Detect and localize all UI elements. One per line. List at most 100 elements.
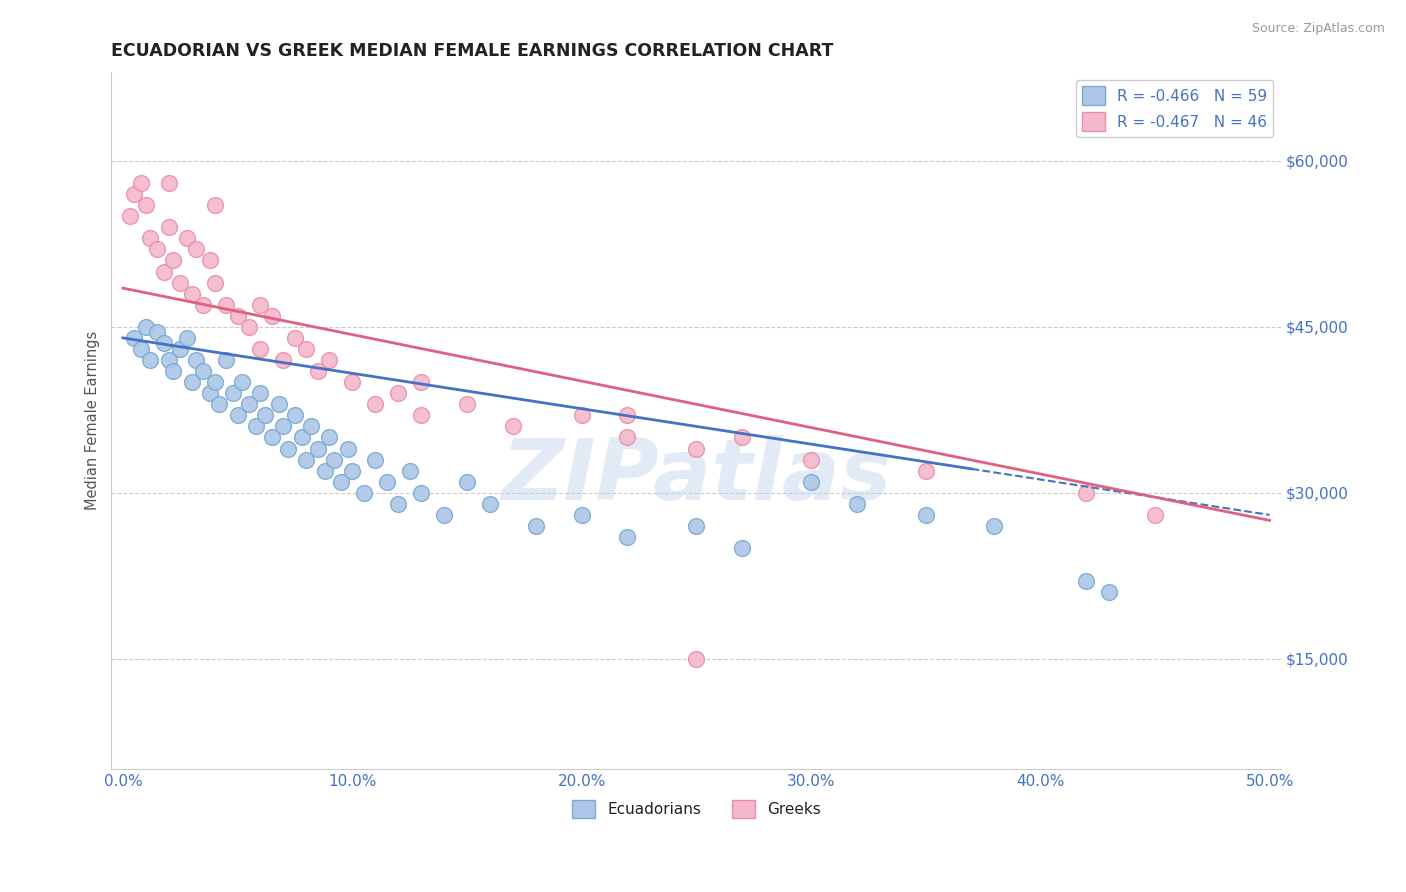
Point: [571, 409, 593, 423]
Point: [387, 386, 409, 401]
Text: ECUADORIAN VS GREEK MEDIAN FEMALE EARNINGS CORRELATION CHART: ECUADORIAN VS GREEK MEDIAN FEMALE EARNIN…: [111, 42, 834, 60]
Point: [176, 231, 198, 245]
Point: [1098, 585, 1121, 599]
Point: [1076, 574, 1098, 589]
Point: [222, 386, 245, 401]
Point: [299, 419, 322, 434]
Point: [186, 243, 208, 257]
Point: [146, 243, 169, 257]
Point: [456, 397, 478, 411]
Legend: Ecuadorians, Greeks: Ecuadorians, Greeks: [565, 794, 827, 824]
Point: [1143, 508, 1166, 522]
Point: [295, 342, 318, 356]
Point: [139, 353, 162, 368]
Point: [685, 442, 707, 456]
Text: Source: ZipAtlas.com: Source: ZipAtlas.com: [1251, 22, 1385, 36]
Point: [180, 286, 202, 301]
Point: [153, 264, 176, 278]
Point: [342, 375, 364, 389]
Point: [524, 519, 547, 533]
Point: [260, 430, 283, 444]
Point: [157, 176, 180, 190]
Point: [162, 364, 184, 378]
Point: [571, 508, 593, 522]
Point: [409, 409, 432, 423]
Point: [329, 475, 352, 489]
Point: [249, 386, 271, 401]
Point: [291, 430, 314, 444]
Point: [198, 386, 221, 401]
Point: [307, 364, 329, 378]
Point: [226, 409, 249, 423]
Point: [398, 464, 420, 478]
Point: [731, 541, 754, 555]
Point: [191, 364, 214, 378]
Point: [502, 419, 524, 434]
Point: [215, 353, 238, 368]
Point: [685, 519, 707, 533]
Point: [249, 298, 271, 312]
Point: [139, 231, 162, 245]
Point: [215, 298, 238, 312]
Point: [322, 452, 344, 467]
Point: [318, 430, 340, 444]
Point: [800, 475, 823, 489]
Point: [157, 220, 180, 235]
Point: [409, 375, 432, 389]
Point: [375, 475, 398, 489]
Point: [146, 326, 169, 340]
Point: [336, 442, 359, 456]
Point: [176, 331, 198, 345]
Point: [267, 397, 290, 411]
Point: [277, 442, 299, 456]
Point: [162, 253, 184, 268]
Point: [387, 497, 409, 511]
Point: [314, 464, 336, 478]
Point: [135, 198, 157, 212]
Point: [118, 209, 141, 223]
Point: [273, 419, 295, 434]
Point: [295, 452, 318, 467]
Point: [616, 530, 638, 544]
Point: [318, 353, 340, 368]
Point: [169, 276, 191, 290]
Point: [129, 342, 152, 356]
Point: [157, 353, 180, 368]
Point: [186, 353, 208, 368]
Point: [191, 298, 214, 312]
Point: [254, 409, 277, 423]
Point: [238, 397, 260, 411]
Point: [245, 419, 267, 434]
Point: [914, 464, 936, 478]
Point: [208, 397, 231, 411]
Point: [616, 430, 638, 444]
Point: [307, 442, 329, 456]
Point: [238, 319, 260, 334]
Point: [685, 651, 707, 665]
Point: [409, 485, 432, 500]
Point: [1076, 485, 1098, 500]
Point: [204, 276, 226, 290]
Point: [364, 452, 387, 467]
Point: [124, 187, 146, 202]
Point: [845, 497, 868, 511]
Point: [983, 519, 1005, 533]
Point: [800, 452, 823, 467]
Point: [169, 342, 191, 356]
Point: [226, 309, 249, 323]
Point: [616, 409, 638, 423]
Point: [433, 508, 456, 522]
Y-axis label: Median Female Earnings: Median Female Earnings: [86, 331, 100, 510]
Point: [129, 176, 152, 190]
Point: [273, 353, 295, 368]
Point: [135, 319, 157, 334]
Point: [731, 430, 754, 444]
Point: [914, 508, 936, 522]
Point: [231, 375, 253, 389]
Point: [353, 485, 375, 500]
Point: [204, 375, 226, 389]
Point: [204, 198, 226, 212]
Point: [284, 409, 307, 423]
Point: [180, 375, 202, 389]
Point: [342, 464, 364, 478]
